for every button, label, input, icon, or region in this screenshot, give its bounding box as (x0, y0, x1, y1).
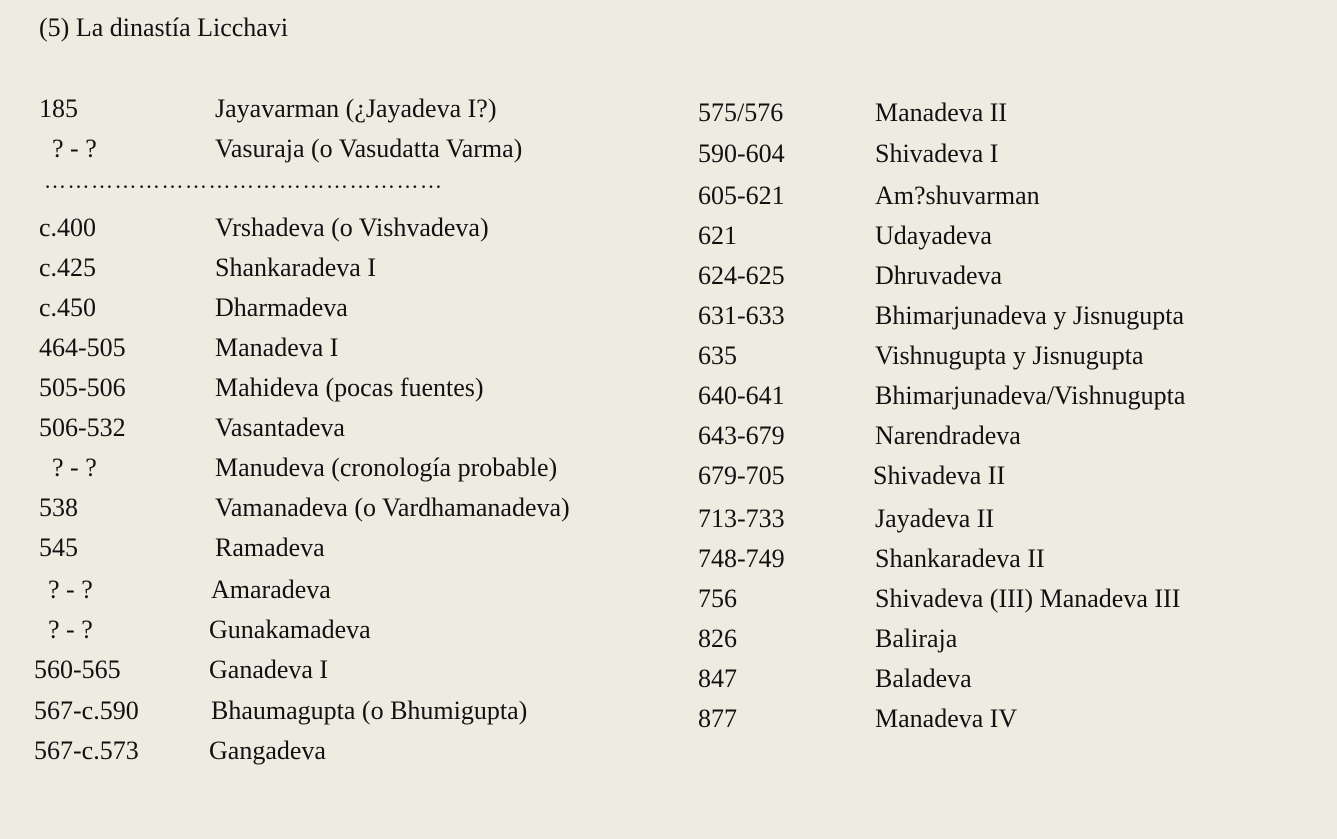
reign-date: 640-641 (698, 381, 785, 410)
reign-date: ? - ? (52, 134, 97, 163)
ruler-name: Bhimarjunadeva y Jisnugupta (875, 301, 1185, 330)
reign-date: 464-505 (39, 333, 126, 362)
reign-date: 635 (698, 341, 737, 370)
reign-date: ? - ? (48, 575, 93, 604)
reign-date: 679-705 (698, 461, 785, 490)
reign-date: 847 (698, 664, 737, 693)
ruler-name: Mahideva (pocas fuentes) (215, 373, 484, 402)
reign-date: 877 (698, 704, 737, 733)
reign-date: 624-625 (698, 261, 785, 290)
ruler-name: Gangadeva (209, 736, 326, 765)
reign-date: 631-633 (698, 301, 785, 330)
ruler-name: Manadeva II (875, 98, 1008, 127)
ruler-name: Shankaradeva II (875, 544, 1045, 573)
reign-date: 826 (698, 624, 737, 653)
ruler-name: Manadeva IV (875, 704, 1018, 733)
ruler-name: Shivadeva I (875, 139, 999, 168)
reign-date: 560-565 (34, 655, 121, 684)
ruler-name: Ramadeva (215, 533, 325, 562)
ruler-name: Jayadeva II (875, 504, 995, 533)
ruler-name: Vishnugupta y Jisnugupta (875, 341, 1144, 370)
ruler-name: Dhruvadeva (875, 261, 1003, 290)
ruler-name: Udayadeva (875, 221, 992, 250)
reign-date: 605-621 (698, 181, 785, 210)
reign-date: 567-c.590 (34, 696, 139, 725)
reign-date: 538 (39, 493, 78, 522)
reign-date: 505-506 (39, 373, 126, 402)
ruler-name: Vasuraja (o Vasudatta Varma) (215, 134, 523, 163)
document-title: (5) La dinastía Licchavi (39, 13, 289, 42)
reign-date: 643-679 (698, 421, 785, 450)
ruler-name: Bhimarjunadeva/Vishnugupta (875, 381, 1186, 410)
reign-date: 567-c.573 (34, 736, 139, 765)
ruler-name: Shankaradeva I (215, 253, 376, 282)
ruler-name: Narendradeva (875, 421, 1021, 450)
ruler-name: Manudeva (cronología probable) (215, 453, 558, 482)
ruler-name: Gunakamadeva (209, 615, 371, 644)
reign-date: 713-733 (698, 504, 785, 533)
ruler-name: Shivadeva II (873, 461, 1006, 490)
ruler-name: Manadeva I (215, 333, 339, 362)
reign-date: 756 (698, 584, 737, 613)
ruler-name: Dharmadeva (215, 293, 348, 322)
ruler-name: Bhaumagupta (o Bhumigupta) (211, 696, 528, 725)
ruler-name: Amaradeva (211, 575, 331, 604)
reign-date: c.450 (39, 293, 97, 322)
ruler-name: Baladeva (875, 664, 972, 693)
ruler-name: Vamanadeva (o Vardhamanadeva) (215, 493, 570, 522)
reign-date: 545 (39, 533, 78, 562)
reign-date: 590-604 (698, 139, 785, 168)
ruler-name: Ganadeva I (209, 655, 329, 684)
reign-date: c.425 (39, 253, 97, 282)
ruler-name: Am?shuvarman (875, 181, 1040, 210)
reign-date: 185 (39, 94, 78, 123)
reign-date: c.400 (39, 213, 97, 242)
reign-date: 506-532 (39, 413, 126, 442)
ruler-name: Shivadeva (III) Manadeva III (875, 584, 1181, 613)
ruler-name: Vasantadeva (215, 413, 345, 442)
reign-date: ? - ? (52, 453, 97, 482)
dotted-separator: …………………………………………… (44, 168, 444, 193)
reign-date: ? - ? (48, 615, 93, 644)
reign-date: 575/576 (698, 98, 784, 127)
reign-date: 748-749 (698, 544, 785, 573)
ruler-name: Baliraja (875, 624, 958, 653)
ruler-name: Vrshadeva (o Vishvadeva) (215, 213, 489, 242)
ruler-name: Jayavarman (¿Jayadeva I?) (215, 94, 497, 123)
reign-date: 621 (698, 221, 737, 250)
